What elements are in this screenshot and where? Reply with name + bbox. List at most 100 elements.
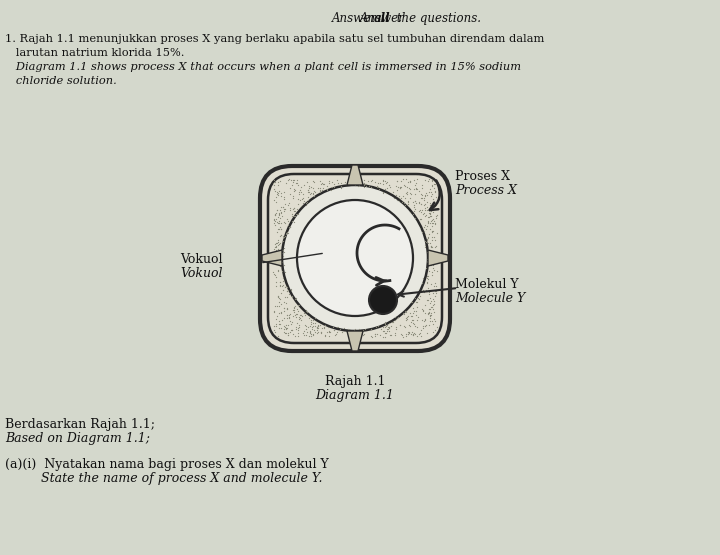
Point	[383, 326, 395, 335]
Point	[390, 182, 402, 191]
Point	[280, 282, 292, 291]
Point	[402, 329, 413, 338]
Point	[411, 175, 423, 184]
Point	[421, 197, 433, 206]
Point	[271, 193, 282, 201]
Point	[426, 206, 437, 215]
Point	[306, 322, 318, 331]
Point	[276, 249, 287, 258]
Point	[384, 324, 395, 332]
Point	[314, 187, 325, 196]
Point	[373, 182, 384, 191]
Point	[333, 326, 345, 335]
Point	[423, 271, 434, 280]
Point	[385, 331, 397, 340]
Point	[392, 314, 403, 322]
Point	[414, 215, 426, 224]
Point	[274, 239, 286, 248]
Point	[292, 301, 304, 310]
Point	[380, 329, 392, 337]
Point	[277, 251, 289, 260]
Point	[294, 314, 306, 322]
Point	[269, 211, 281, 220]
Point	[267, 268, 279, 276]
Point	[391, 195, 402, 204]
Point	[426, 181, 438, 190]
Point	[360, 325, 372, 334]
Point	[279, 205, 291, 214]
Point	[403, 320, 415, 329]
Point	[280, 299, 292, 308]
Point	[422, 278, 433, 286]
Point	[303, 183, 315, 192]
Point	[343, 326, 354, 335]
Point	[420, 190, 431, 199]
Point	[419, 300, 431, 309]
Point	[284, 184, 295, 193]
Point	[426, 233, 438, 242]
Point	[268, 306, 279, 315]
Point	[278, 193, 289, 201]
Point	[359, 176, 370, 185]
Point	[387, 317, 398, 326]
Point	[273, 247, 284, 256]
Point	[292, 328, 304, 337]
Point	[408, 203, 420, 211]
Point	[413, 198, 425, 206]
Point	[306, 324, 318, 333]
Point	[423, 188, 435, 196]
Point	[431, 251, 443, 260]
Point	[408, 197, 419, 206]
Point	[421, 236, 433, 245]
Point	[404, 309, 415, 317]
Point	[293, 321, 305, 330]
Point	[419, 229, 431, 238]
Point	[425, 241, 436, 250]
Point	[278, 243, 289, 252]
Point	[302, 178, 313, 186]
Point	[311, 329, 323, 338]
Point	[402, 196, 414, 205]
Point	[406, 328, 418, 337]
Point	[299, 196, 310, 205]
Point	[286, 325, 297, 334]
Point	[287, 312, 299, 321]
Point	[309, 319, 320, 327]
Point	[400, 194, 411, 203]
Point	[289, 302, 301, 311]
Point	[410, 179, 422, 188]
Point	[426, 248, 437, 256]
Point	[278, 324, 289, 333]
Point	[273, 209, 284, 218]
Point	[289, 308, 300, 317]
Point	[299, 326, 310, 335]
Point	[274, 225, 285, 234]
Point	[284, 310, 296, 319]
Point	[271, 209, 282, 218]
Point	[363, 176, 374, 185]
Point	[277, 245, 289, 254]
Point	[270, 327, 282, 336]
Point	[415, 207, 426, 216]
Point	[422, 233, 433, 242]
Point	[279, 327, 290, 336]
Point	[282, 175, 294, 184]
Point	[422, 295, 433, 304]
Point	[269, 301, 281, 310]
Point	[289, 185, 300, 194]
Point	[343, 325, 354, 334]
Point	[428, 207, 439, 216]
Point	[409, 180, 420, 189]
Point	[317, 317, 328, 326]
Point	[395, 176, 407, 185]
Point	[397, 332, 409, 341]
Point	[413, 295, 425, 304]
Point	[271, 206, 282, 215]
Point	[391, 176, 402, 185]
Point	[398, 322, 410, 331]
Point	[422, 218, 433, 227]
Point	[425, 296, 436, 305]
Point	[374, 330, 385, 339]
Point	[346, 327, 358, 336]
Point	[412, 287, 423, 296]
